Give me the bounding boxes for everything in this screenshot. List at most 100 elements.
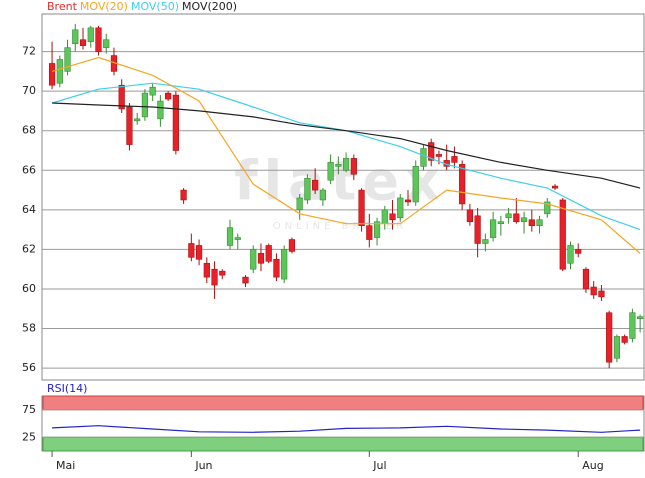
candle-body	[559, 199, 566, 270]
legend-entry: Brent	[47, 0, 78, 13]
candle-body	[428, 142, 435, 161]
candle-body	[126, 106, 133, 145]
candle-body	[288, 239, 296, 252]
candle-body	[598, 290, 605, 298]
candle-body	[273, 259, 280, 278]
candle-body	[466, 209, 473, 223]
candle-body	[520, 217, 528, 223]
candle-body	[412, 166, 419, 203]
candle-body	[513, 213, 520, 223]
candle-body	[373, 221, 381, 238]
y-tick-label: 70	[22, 84, 36, 97]
candle-body	[157, 100, 164, 120]
candle-body	[149, 86, 156, 96]
candle-body	[141, 92, 149, 118]
rsi-lower-band	[42, 436, 644, 452]
candle-body	[312, 179, 319, 191]
x-tick-label: Aug	[582, 459, 603, 472]
candle-body	[544, 201, 551, 215]
candle-body	[250, 249, 257, 270]
candle-body	[281, 249, 288, 280]
candle-body	[551, 185, 559, 189]
candle-body	[482, 239, 489, 244]
rsi-upper-band	[42, 395, 644, 411]
candle-body	[180, 189, 187, 201]
y-tick-label: 68	[22, 124, 36, 137]
candle-body	[389, 213, 396, 221]
rsi-legend: RSI(14)	[47, 382, 87, 395]
candle-body	[87, 27, 94, 42]
candle-body	[404, 199, 412, 203]
moving-average-line	[51, 56, 641, 254]
x-tick-label: Mai	[56, 459, 75, 472]
rsi-tick-label: 25	[22, 430, 36, 443]
candle-body	[342, 158, 350, 171]
candle-body	[188, 243, 195, 258]
candle-body	[319, 189, 326, 201]
legend-entry: MOV(20)	[80, 0, 128, 13]
y-tick-label: 62	[22, 242, 36, 255]
candle-body	[397, 197, 404, 219]
candle-body	[474, 215, 481, 244]
x-tick-label: Jun	[194, 459, 212, 472]
candle-body	[582, 268, 590, 290]
candle-body	[575, 249, 582, 254]
candle-body	[195, 245, 203, 260]
moving-average-line	[52, 102, 641, 189]
candle-body	[327, 162, 334, 181]
candle-body	[242, 276, 249, 284]
candle-body	[48, 63, 56, 86]
candle-body	[420, 148, 427, 167]
candle-body	[497, 221, 504, 225]
legend-entry: MOV(200)	[182, 0, 237, 13]
legend-entry: MOV(50)	[131, 0, 179, 13]
candle-body	[172, 94, 179, 151]
candle-body	[459, 164, 466, 205]
candle-body	[621, 336, 628, 343]
candle-body	[257, 253, 265, 264]
candle-body	[64, 47, 71, 72]
candle-body	[451, 156, 458, 163]
candle-body	[335, 164, 342, 167]
candle-body	[203, 262, 210, 278]
x-tick-label: Jul	[372, 459, 386, 472]
candle-body	[629, 312, 636, 339]
candle-body	[490, 219, 497, 238]
candle-body	[56, 59, 63, 84]
plot-frame	[41, 13, 645, 381]
candle-body	[613, 336, 621, 359]
candle-body	[637, 316, 644, 319]
candle-body	[103, 39, 110, 48]
candle-body	[606, 312, 613, 363]
candle-body	[118, 84, 125, 110]
candle-body	[134, 118, 141, 122]
y-tick-label: 64	[22, 203, 36, 216]
candle-body	[219, 270, 226, 276]
candle-body	[296, 197, 303, 211]
y-tick-label: 72	[22, 45, 36, 58]
y-tick-label: 60	[22, 282, 36, 295]
y-tick-label: 58	[22, 322, 36, 335]
candle-body	[567, 245, 574, 264]
candle-body	[304, 177, 311, 201]
candle-body	[211, 268, 218, 286]
candle-body	[505, 213, 512, 219]
y-tick-label: 56	[22, 361, 36, 374]
candle-body	[72, 29, 79, 44]
candle-body	[590, 286, 597, 296]
watermark-sub: ONLINE BROKER	[273, 221, 407, 232]
candle-body	[79, 39, 87, 46]
candle-body	[528, 219, 535, 226]
candle-body	[165, 92, 172, 100]
candle-body	[358, 189, 365, 226]
rsi-line	[52, 425, 641, 433]
candle-body	[265, 245, 272, 262]
candle-body	[234, 237, 241, 240]
candle-body	[536, 219, 543, 226]
candle-body	[95, 27, 102, 52]
candle-body	[350, 158, 357, 175]
y-tick-label: 66	[22, 163, 36, 176]
candle-body	[366, 225, 373, 240]
